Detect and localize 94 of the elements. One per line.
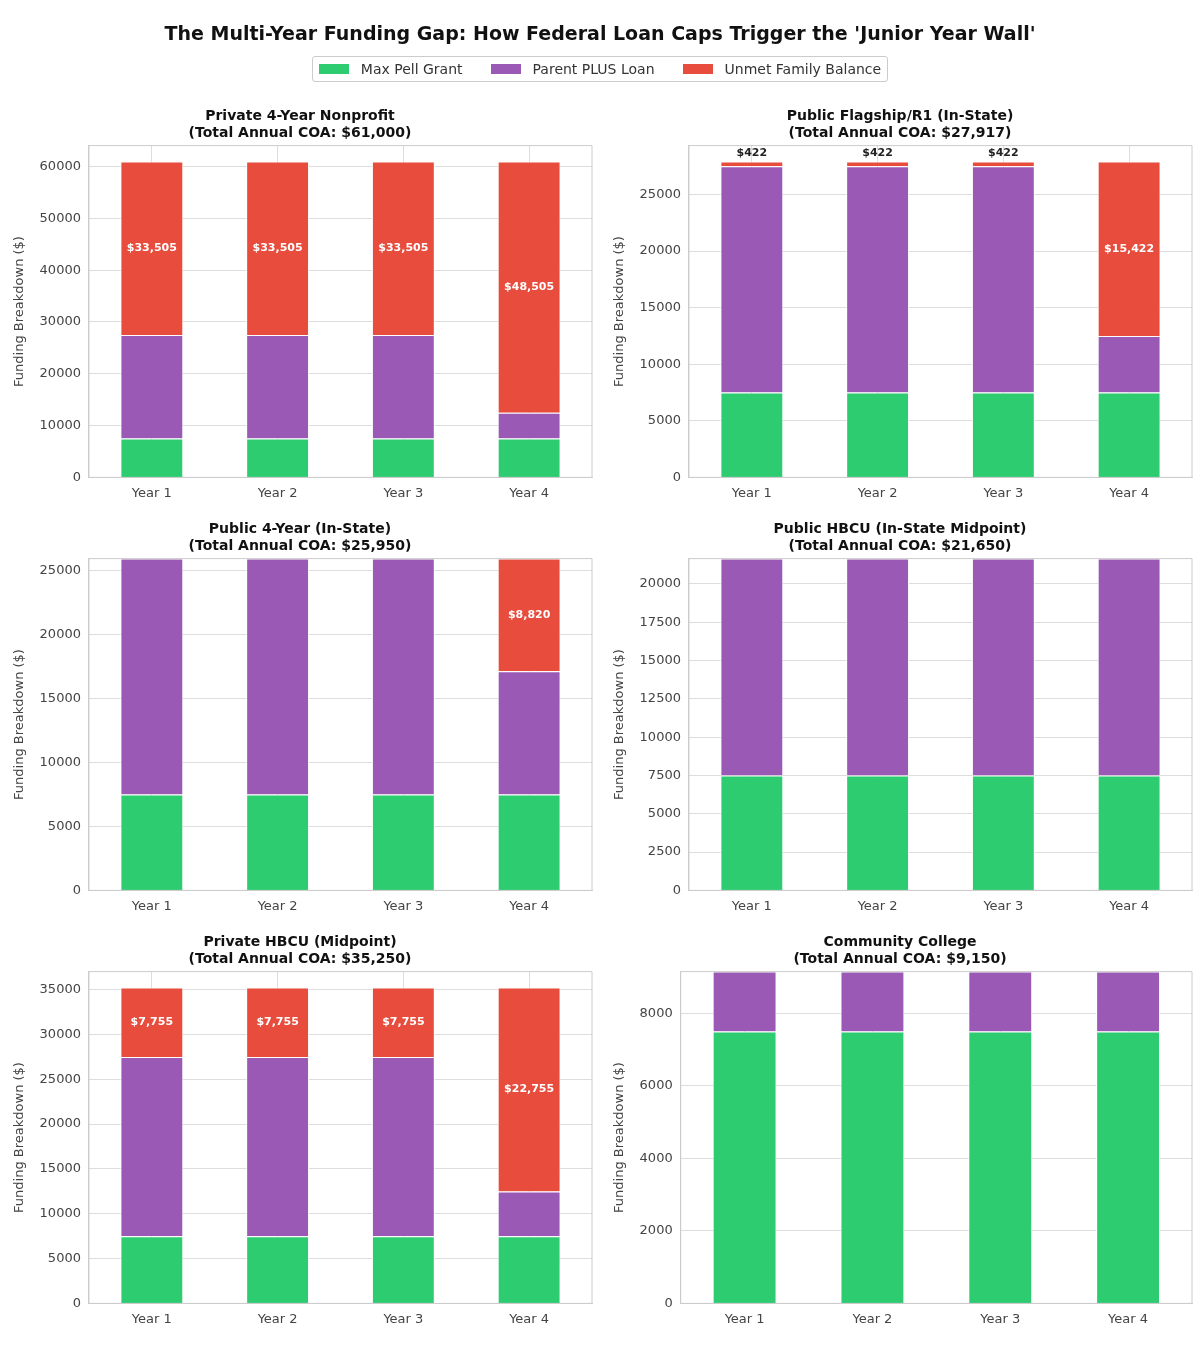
data-label: $7,755 — [256, 1015, 299, 1029]
data-label: $7,755 — [130, 1015, 174, 1029]
y-tick-label: 4000 — [639, 1149, 673, 1165]
x-tick-label: Year 1 — [130, 1310, 172, 1326]
x-tick-label: Year 1 — [730, 897, 772, 913]
legend-label: Unmet Family Balance — [724, 61, 882, 77]
y-axis-title: Funding Breakdown ($) — [611, 236, 627, 387]
chart-title: Community College (Total Annual COA: $9,150) — [793, 933, 1007, 966]
y-tick-label: 30000 — [39, 1025, 81, 1041]
chart-title: Public HBCU (In-State Midpoint) (Total Annual COA: $21,650) — [773, 520, 1027, 553]
y-tick-label: 30000 — [39, 313, 81, 329]
chart-title: Public Flagship/R1 (In-State) (Total Annual COA: $27,917) — [786, 107, 1014, 140]
y-tick-label: 10000 — [39, 416, 81, 432]
data-label: $33,505 — [378, 241, 429, 255]
x-tick-label: Year 3 — [979, 1310, 1021, 1326]
x-tick-label: Year 3 — [382, 484, 424, 500]
data-label: $33,505 — [252, 241, 303, 255]
chart-title: Private 4-Year Nonprofit (Total Annual COA: $61,000) — [188, 107, 412, 140]
x-tick-label: Year 1 — [130, 897, 172, 913]
y-tick-label: 0 — [672, 881, 681, 897]
y-tick-label: 20000 — [39, 365, 81, 381]
data-label: $22,755 — [504, 1082, 555, 1096]
x-tick-label: Year 3 — [982, 897, 1024, 913]
data-label: $48,505 — [504, 279, 555, 293]
x-tick-label: Year 2 — [851, 1310, 893, 1326]
x-tick-label: Year 3 — [382, 1310, 424, 1326]
y-tick-label: 15000 — [39, 689, 81, 705]
y-tick-label: 5000 — [647, 412, 681, 428]
x-tick-label: Year 1 — [730, 484, 772, 500]
y-tick-label: 40000 — [39, 261, 81, 277]
x-tick-label: Year 3 — [382, 897, 424, 913]
y-tick-label: 5000 — [47, 817, 81, 833]
x-tick-label: Year 2 — [256, 484, 298, 500]
x-tick-label: Year 1 — [723, 1310, 765, 1326]
y-tick-label: 25000 — [39, 1070, 81, 1086]
x-tick-label: Year 2 — [856, 484, 898, 500]
y-tick-label: 20000 — [39, 1115, 81, 1131]
y-axis-title: Funding Breakdown ($) — [11, 1062, 27, 1213]
x-tick-label: Year 4 — [508, 1310, 550, 1326]
y-tick-label: 6000 — [639, 1077, 673, 1093]
y-tick-label: 0 — [664, 1294, 673, 1310]
y-tick-label: 12500 — [639, 690, 681, 706]
y-tick-label: 20000 — [639, 575, 681, 591]
x-tick-label: Year 3 — [982, 484, 1024, 500]
y-tick-label: 10000 — [639, 728, 681, 744]
y-tick-label: 0 — [72, 1294, 81, 1310]
chart-title: Public 4-Year (In-State) (Total Annual COA: $25,950) — [188, 520, 412, 553]
y-tick-label: 2500 — [647, 843, 681, 859]
legend-label: Max Pell Grant — [360, 61, 463, 77]
chart-title: Private HBCU (Midpoint) (Total Annual COA: $35,250) — [188, 933, 412, 966]
data-label: $422 — [988, 145, 1019, 159]
y-tick-label: 20000 — [639, 242, 681, 258]
x-tick-label: Year 2 — [856, 897, 898, 913]
y-tick-label: 15000 — [39, 1160, 81, 1176]
y-axis-title: Funding Breakdown ($) — [611, 1062, 627, 1213]
y-tick-label: 35000 — [39, 981, 81, 997]
x-tick-label: Year 4 — [1107, 1310, 1149, 1326]
y-tick-label: 10000 — [39, 1205, 81, 1221]
y-tick-label: 10000 — [39, 753, 81, 769]
y-tick-label: 25000 — [639, 185, 681, 201]
x-tick-label: Year 2 — [256, 897, 298, 913]
y-tick-label: 2000 — [639, 1222, 673, 1238]
y-tick-label: 5000 — [47, 1249, 81, 1265]
y-axis-title: Funding Breakdown ($) — [11, 649, 27, 800]
x-tick-label: Year 4 — [508, 484, 550, 500]
x-tick-label: Year 4 — [1108, 484, 1150, 500]
y-tick-label: 0 — [72, 468, 81, 484]
x-tick-label: Year 1 — [130, 484, 172, 500]
x-tick-label: Year 4 — [508, 897, 550, 913]
y-tick-label: 0 — [72, 881, 81, 897]
y-tick-label: 8000 — [639, 1004, 673, 1020]
y-tick-label: 5000 — [647, 805, 681, 821]
y-tick-label: 0 — [672, 468, 681, 484]
y-tick-label: 60000 — [39, 157, 81, 173]
y-tick-label: 50000 — [39, 209, 81, 225]
x-tick-label: Year 4 — [1108, 897, 1150, 913]
y-tick-label: 25000 — [39, 562, 81, 578]
y-axis-title: Funding Breakdown ($) — [611, 649, 627, 800]
y-tick-label: 7500 — [647, 766, 681, 782]
data-label: $8,820 — [507, 607, 551, 621]
y-tick-label: 15000 — [639, 651, 681, 667]
data-label: $422 — [862, 145, 893, 159]
data-label: $33,505 — [126, 241, 177, 255]
y-tick-label: 15000 — [639, 298, 681, 314]
data-label: $422 — [736, 145, 768, 159]
y-tick-label: 10000 — [639, 355, 681, 371]
x-tick-label: Year 2 — [256, 1310, 298, 1326]
y-axis-title: Funding Breakdown ($) — [11, 236, 27, 387]
data-label: $15,422 — [1104, 241, 1155, 255]
y-tick-label: 17500 — [639, 613, 681, 629]
y-tick-label: 20000 — [39, 626, 81, 642]
legend-label: Parent PLUS Loan — [532, 61, 655, 77]
text: The Multi-Year Funding Gap: How Federal Loan Caps Trigger the 'Junior Year Wall' — [163, 22, 1037, 44]
data-label: $7,755 — [382, 1015, 425, 1029]
